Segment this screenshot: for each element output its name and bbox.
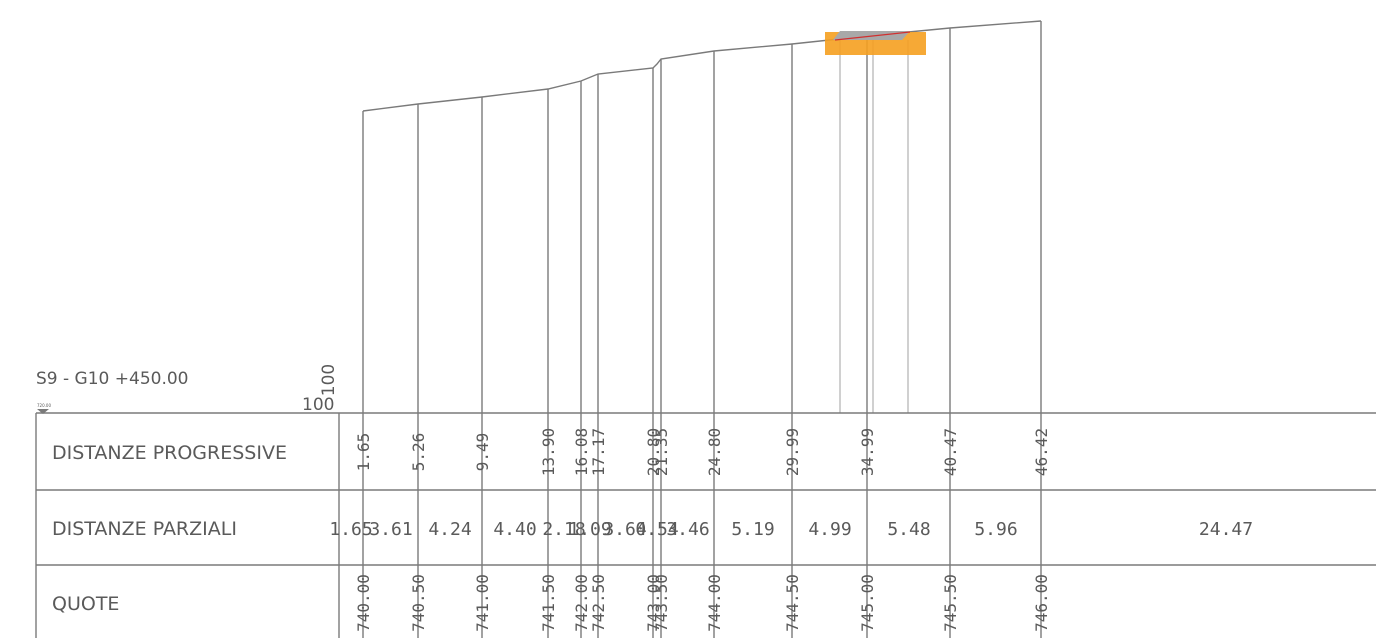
progressive-distance-label: 9.49 [473, 433, 492, 472]
partial-distance-label: 3.61 [369, 519, 412, 540]
progressive-distance-label: 34.99 [858, 428, 877, 476]
partial-distance-label: 3.46 [666, 519, 709, 540]
partial-distance-label: 24.47 [1199, 519, 1253, 540]
partial-distance-label: 5.19 [731, 519, 774, 540]
datum-tiny-label: 720.00 [37, 403, 51, 408]
progressive-distance-label: 24.80 [705, 428, 724, 476]
partial-distance-label: 4.99 [808, 519, 851, 540]
elevation-label: 742.50 [589, 574, 608, 632]
row-label-elevation: QUOTE [52, 593, 119, 615]
progressive-distance-label: 5.26 [409, 433, 428, 472]
progressive-distance-label: 17.17 [589, 428, 608, 476]
elevation-label: 740.00 [354, 574, 373, 632]
datum-vertical-label: 100 [319, 364, 339, 396]
elevation-label: 746.00 [1032, 574, 1051, 632]
elevation-label: 741.50 [539, 574, 558, 632]
elevation-label: 741.00 [473, 574, 492, 632]
progressive-distance-label: 20.80 [644, 428, 663, 476]
elevation-label: 740.50 [409, 574, 428, 632]
progressive-distance-label: 21.35 [652, 428, 671, 476]
row-label-progressive: DISTANZE PROGRESSIVE [52, 442, 287, 464]
partial-distance-label: 0.54 [635, 519, 678, 540]
ground-profile-line [362, 20, 1042, 112]
design-line [834, 31, 911, 41]
partial-distance-label: 5.48 [887, 519, 930, 540]
progressive-distance-label: 40.47 [941, 428, 960, 476]
ground-profile [362, 20, 1042, 638]
partial-distance-label: 4.24 [428, 519, 471, 540]
partial-distance-label: 2.18 [542, 519, 585, 540]
elevation-label: 745.00 [858, 574, 877, 632]
elevation-label: 744.00 [705, 574, 724, 632]
partial-distance-label: 1.09 [568, 519, 611, 540]
progressive-distance-label: 13.90 [539, 428, 558, 476]
datum-marker-icon [37, 409, 49, 414]
partial-distance-label: 4.40 [493, 519, 536, 540]
progressive-distance-label: 29.99 [783, 428, 802, 476]
elevation-label: 743.00 [644, 574, 663, 632]
progressive-distance-label: 16.08 [572, 428, 591, 476]
section-title: S9 - G10 +450.00 [36, 369, 189, 389]
datum-label: 100 [302, 395, 334, 415]
data-table: DISTANZE PROGRESSIVE DISTANZE PARZIALI Q… [35, 412, 1376, 638]
elevation-label: 744.50 [783, 574, 802, 632]
table-values: 1.65 740.00 5.26 740.50 9.49 741.00 13.90 741.5… [329, 428, 1253, 632]
partial-distance-label: 1.65 [329, 519, 372, 540]
elevation-label: 745.50 [941, 574, 960, 632]
elevation-label: 743.50 [652, 574, 671, 632]
row-label-partial: DISTANZE PARZIALI [52, 518, 237, 540]
elevation-label: 742.00 [572, 574, 591, 632]
partial-distance-label: 3.64 [603, 519, 646, 540]
progressive-distance-label: 46.42 [1032, 428, 1051, 476]
partial-distance-label: 5.96 [974, 519, 1017, 540]
excavation-area [825, 31, 926, 55]
progressive-distance-label: 1.65 [354, 433, 373, 472]
